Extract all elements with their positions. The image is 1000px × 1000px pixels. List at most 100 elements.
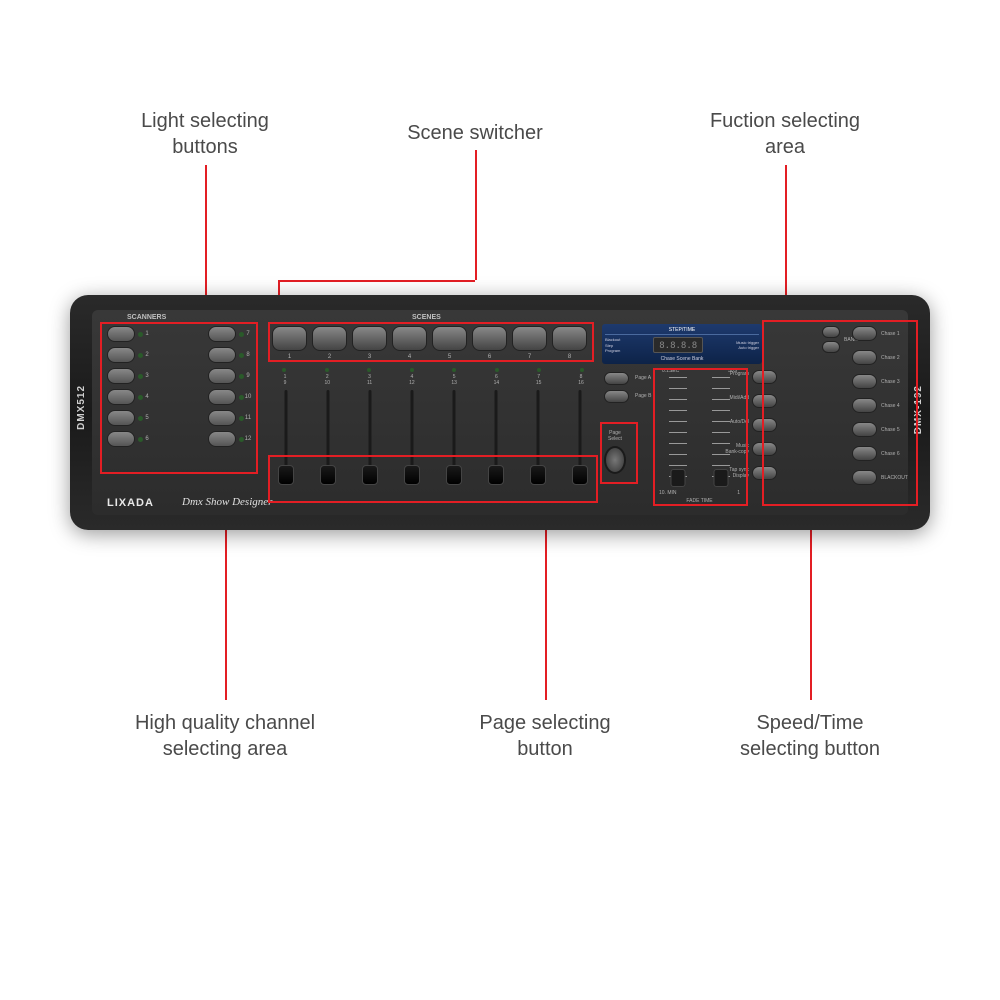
label: Page A: [635, 375, 651, 381]
scene-btn[interactable]: 1: [272, 326, 307, 351]
scene-btn[interactable]: 7: [512, 326, 547, 351]
scanner-btn[interactable]: [208, 326, 236, 342]
fader[interactable]: [487, 390, 505, 485]
function-buttons: Program Midi/Add Auto/Del MusicBank-copy…: [752, 370, 777, 490]
bank-up-btn[interactable]: [822, 326, 840, 338]
scanner-btn[interactable]: [107, 431, 135, 447]
speed-fader[interactable]: [668, 377, 688, 487]
scanner-btn[interactable]: [107, 326, 135, 342]
num: 9: [244, 373, 252, 379]
callout-page-button: Page selectingbutton: [455, 710, 635, 762]
num: 16: [576, 380, 586, 386]
label: Chase 6: [881, 451, 900, 457]
num: 6: [488, 354, 491, 360]
speed-section: 0.1SEC30S 10. MIN1 FADE TIME: [657, 368, 742, 504]
midi-btn[interactable]: [752, 394, 777, 408]
scanner-btn[interactable]: [107, 347, 135, 363]
scanner-btn[interactable]: [107, 410, 135, 426]
scanner-btn[interactable]: [107, 389, 135, 405]
lcd-display: 8.8.8.8: [653, 337, 703, 353]
blackout-btn[interactable]: [852, 470, 877, 485]
fader-section: 12345678 910111213141516: [272, 368, 594, 485]
page-select-label: PageSelect: [604, 430, 626, 442]
num: 10: [322, 380, 332, 386]
tapsync-btn[interactable]: [752, 466, 777, 480]
fader[interactable]: [445, 390, 463, 485]
chase-btn[interactable]: [852, 374, 877, 389]
page-a-btn[interactable]: Page A: [604, 372, 629, 385]
program-btn[interactable]: [752, 370, 777, 384]
num: 3: [143, 373, 151, 379]
scanner-btn[interactable]: [208, 431, 236, 447]
label: Program: [714, 372, 749, 378]
line: [225, 500, 227, 700]
num: 13: [449, 380, 459, 386]
bank-down-btn[interactable]: [822, 341, 840, 353]
num: 4: [408, 354, 411, 360]
brand-logo: LIXADA: [107, 497, 154, 509]
music-btn[interactable]: [752, 442, 777, 456]
label: Tap syncDisplay: [714, 468, 749, 479]
scanner-btn[interactable]: [208, 389, 236, 405]
page-b-btn[interactable]: Page B: [604, 390, 629, 403]
line: [205, 165, 207, 315]
fader[interactable]: [529, 390, 547, 485]
side-label-right: DMX-192: [913, 385, 924, 434]
label: 1: [737, 490, 740, 496]
scene-btn[interactable]: 4: [392, 326, 427, 351]
label: Auto/Del: [714, 420, 749, 426]
scene-btn[interactable]: 2: [312, 326, 347, 351]
num: 2: [328, 354, 331, 360]
label: Chase 4: [881, 403, 900, 409]
callout-speed-time: Speed/Timeselecting button: [710, 710, 910, 762]
chase-btn[interactable]: [852, 422, 877, 437]
label: Chase 3: [881, 379, 900, 385]
fadetime-label: FADE TIME: [657, 498, 742, 504]
scene-btn[interactable]: 3: [352, 326, 387, 351]
auto-btn[interactable]: [752, 418, 777, 432]
fader[interactable]: [319, 390, 337, 485]
num: 6: [143, 436, 151, 442]
led-icon: [325, 368, 329, 372]
scene-row: 1 2 3 4 5 6 7 8: [272, 326, 587, 351]
num: 12: [407, 380, 417, 386]
num: 5: [143, 415, 151, 421]
label: Page B: [635, 393, 651, 399]
fader[interactable]: [277, 390, 295, 485]
chase-btn[interactable]: [852, 446, 877, 461]
line: [810, 510, 812, 700]
lcd-bottom: Chase Scene Bank: [605, 356, 759, 362]
page-select: PageSelect: [604, 430, 626, 474]
side-label-left: DMX512: [76, 385, 87, 430]
fader[interactable]: [361, 390, 379, 485]
page-select-button[interactable]: [604, 446, 626, 474]
num: 5: [448, 354, 451, 360]
scanner-btn[interactable]: [208, 347, 236, 363]
led-icon: [367, 368, 371, 372]
scanner-btn[interactable]: [107, 368, 135, 384]
label: 10. MIN: [659, 490, 677, 496]
label: 0.1SEC: [662, 368, 679, 374]
num: 8: [568, 354, 571, 360]
fader[interactable]: [403, 390, 421, 485]
scene-btn[interactable]: 5: [432, 326, 467, 351]
num: 14: [491, 380, 501, 386]
chase-btn[interactable]: [852, 398, 877, 413]
led-icon: [410, 368, 414, 372]
scene-btn[interactable]: 6: [472, 326, 507, 351]
scanner-btn[interactable]: [208, 368, 236, 384]
fader[interactable]: [571, 390, 589, 485]
chase-btn[interactable]: [852, 350, 877, 365]
label: Chase 2: [881, 355, 900, 361]
num: 4: [143, 394, 151, 400]
led-icon: [537, 368, 541, 372]
num: 11: [244, 415, 252, 421]
num: 1: [288, 354, 291, 360]
scanners-heading: SCANNERS: [127, 314, 166, 321]
scene-btn[interactable]: 8: [552, 326, 587, 351]
callout-channel-area: High quality channelselecting area: [95, 710, 355, 762]
chase-btn[interactable]: [852, 326, 877, 341]
label: Midi/Add: [714, 396, 749, 402]
page-buttons: Page A Page B: [604, 372, 629, 408]
scanner-btn[interactable]: [208, 410, 236, 426]
